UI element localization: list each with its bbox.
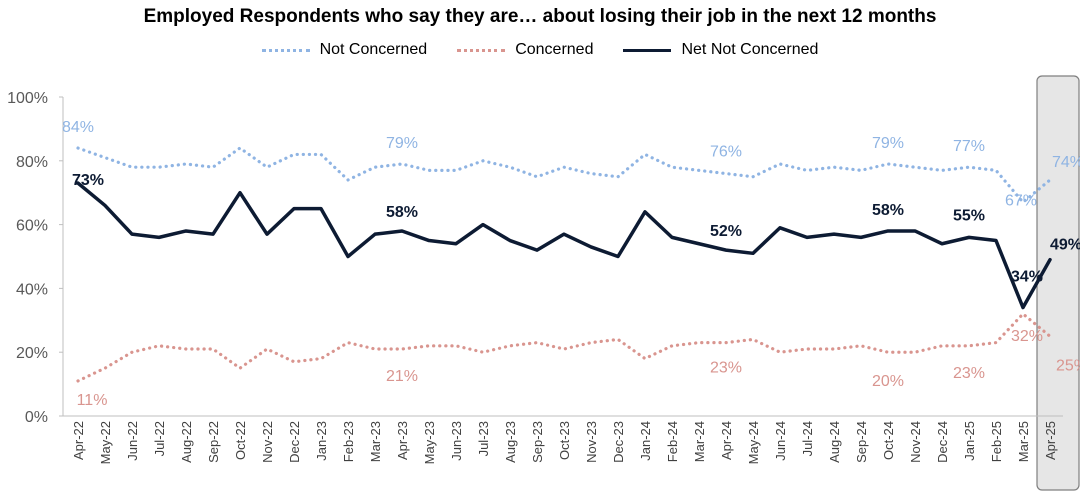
x-tick-label: Mar-25 [1016,421,1031,462]
data-label-net-not-concerned: 73% [72,172,104,189]
x-tick-label: Sep-23 [530,421,545,463]
x-tick-label: Oct-24 [881,421,896,460]
x-tick-label: May-23 [422,421,437,464]
x-tick-label: Apr-22 [71,421,86,460]
x-tick-label: May-24 [746,421,761,464]
data-label-net-not-concerned: 58% [386,204,418,221]
data-label-concerned: 11% [77,392,108,409]
legend-swatch-net-not-concerned [623,48,672,52]
data-label-not-concerned: 79% [386,135,418,152]
legend-swatch-not-concerned [261,48,310,52]
x-tick-label: Jun-22 [125,421,140,461]
y-tick-label: 80% [16,154,48,171]
x-tick-label: Jan-23 [314,421,329,461]
data-label-concerned: 23% [710,360,742,377]
data-label-not-concerned: 76% [710,144,742,161]
series-line-not-concerned [76,146,1052,204]
y-tick-label: 20% [16,345,48,362]
x-tick-label: Nov-24 [908,421,923,463]
x-tick-label: Oct-23 [557,421,572,460]
data-label-concerned: 20% [872,373,904,390]
series-line-concerned [76,312,1052,383]
y-tick-label: 60% [16,218,48,235]
x-tick-label: Jul-23 [476,421,491,456]
x-tick-label: Jan-25 [962,421,977,461]
x-tick-label: Feb-23 [341,421,356,462]
x-tick-label: Dec-24 [935,421,950,463]
x-tick-label: Feb-24 [665,421,680,462]
legend-swatch-concerned [457,48,506,52]
y-tick-label: 100% [7,90,48,107]
data-label-net-not-concerned: 49% [1050,237,1080,254]
data-label-net-not-concerned: 58% [872,202,904,219]
x-tick-label: Jun-24 [773,421,788,461]
x-tick-label: Aug-24 [827,421,842,463]
data-label-not-concerned: 77% [953,138,985,155]
data-label-net-not-concerned: 55% [953,207,985,224]
data-label-not-concerned: 79% [872,135,904,152]
legend-item-not-concerned: Not Concerned [261,41,428,59]
x-tick-label: Oct-22 [233,421,248,460]
data-label-concerned: 32% [1011,328,1043,345]
x-tick-label: Aug-23 [503,421,518,463]
x-tick-label: Dec-23 [611,421,626,463]
x-tick-label: Mar-23 [368,421,383,462]
data-label-not-concerned: 84% [62,119,94,136]
x-tick-label: Sep-24 [854,421,869,463]
x-tick-label: Apr-25 [1043,421,1058,460]
x-tick-label: Nov-23 [584,421,599,463]
x-tick-label: Jul-22 [152,421,167,456]
data-label-concerned: 21% [386,368,418,385]
legend-label-concerned: Concerned [515,41,594,58]
y-tick-label: 0% [25,409,48,426]
data-label-concerned: 23% [953,365,985,382]
data-label-not-concerned: 67% [1005,192,1037,209]
data-label-not-concerned: 74% [1052,154,1080,171]
x-tick-label: Apr-24 [719,421,734,460]
x-tick-label: Feb-25 [989,421,1004,462]
data-label-net-not-concerned: 34% [1011,269,1043,286]
x-tick-label: Nov-22 [260,421,275,463]
x-tick-label: Jun-23 [449,421,464,461]
chart-title: Employed Respondents who say they are… a… [143,6,937,27]
x-tick-label: Mar-24 [692,421,707,462]
x-tick-label: Apr-23 [395,421,410,460]
data-label-net-not-concerned: 52% [710,223,742,240]
legend-label-net-not-concerned: Net Not Concerned [681,41,819,58]
data-label-concerned: 25% [1056,357,1080,374]
x-tick-label: Dec-22 [287,421,302,463]
series-line-net-not-concerned [76,181,1052,310]
legend-item-concerned: Concerned [457,41,593,59]
x-tick-label: Sep-22 [206,421,221,463]
legend-label-not-concerned: Not Concerned [319,41,428,58]
legend-item-net-not-concerned: Net Not Concerned [623,41,818,59]
x-tick-label: May-22 [98,421,113,464]
x-tick-label: Jan-24 [638,421,653,461]
x-tick-label: Jul-24 [800,421,815,456]
y-tick-label: 40% [16,281,48,298]
chart-legend: Not Concerned Concerned Net Not Concerne… [0,38,1080,62]
x-tick-label: Aug-22 [179,421,194,463]
